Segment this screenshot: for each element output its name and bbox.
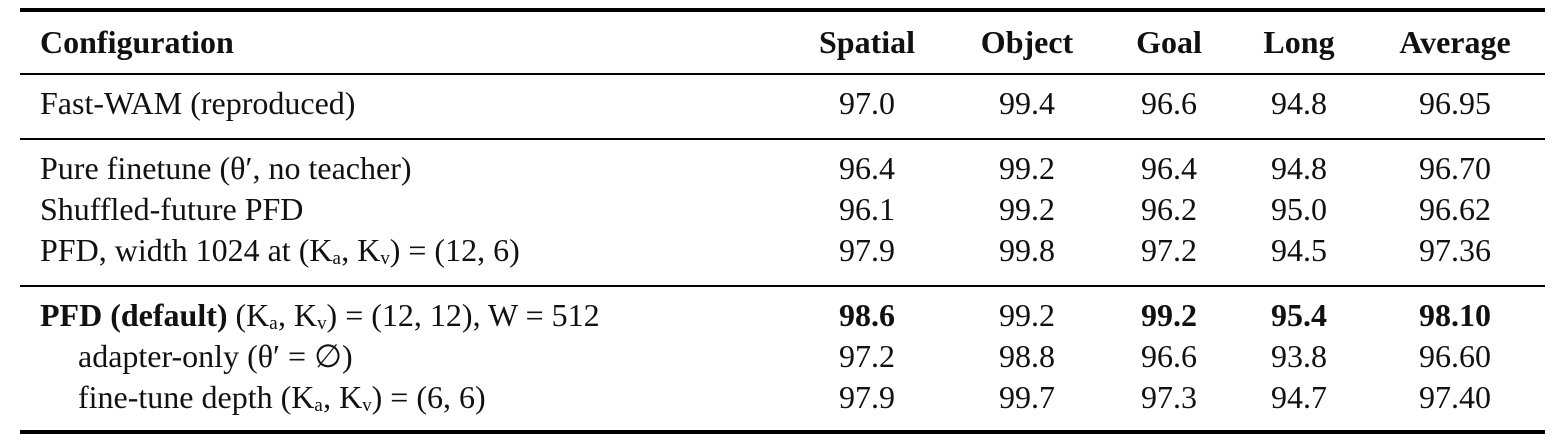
config-label: PFD, width 1024 at (Kₐ, Kᵥ) = (12, 6) <box>40 232 520 268</box>
config-label: adapter-only (θ′ = ∅) <box>78 338 353 374</box>
group-rule <box>20 138 1545 140</box>
value-cell: 96.4 <box>839 150 895 186</box>
value-cell: 96.95 <box>1419 85 1491 121</box>
value-cell: 98.6 <box>839 297 895 333</box>
value-cell: 96.1 <box>839 191 895 227</box>
value-cell: 94.8 <box>1271 150 1327 186</box>
value-cell: 93.8 <box>1271 338 1327 374</box>
value-cell: 97.40 <box>1419 379 1491 415</box>
header-cell: Spatial <box>818 24 916 60</box>
header-rule <box>20 73 1545 75</box>
value-cell: 99.4 <box>999 85 1055 121</box>
value-cell: 97.9 <box>839 379 895 415</box>
value-cell: 97.36 <box>1419 232 1491 268</box>
group-rule <box>20 285 1545 287</box>
value-cell: 94.8 <box>1271 85 1327 121</box>
value-cell: 99.2 <box>1141 297 1197 333</box>
value-cell: 96.4 <box>1141 150 1197 186</box>
value-cell: 99.2 <box>999 297 1055 333</box>
value-cell: 96.6 <box>1141 85 1197 121</box>
value-cell: 97.9 <box>839 232 895 268</box>
config-label: Shuffled-future PFD <box>40 191 304 227</box>
config-label: fine-tune depth (Kₐ, Kᵥ) = (6, 6) <box>78 379 486 415</box>
header-cell: Goal <box>1136 24 1202 60</box>
header-cell: Configuration <box>40 24 234 60</box>
value-cell: 96.60 <box>1419 338 1491 374</box>
config-bold: PFD (default) <box>40 297 228 333</box>
value-cell: 96.70 <box>1419 150 1491 186</box>
value-cell: 94.7 <box>1271 379 1327 415</box>
config-label: Fast-WAM (reproduced) <box>40 85 356 121</box>
value-cell: 97.2 <box>839 338 895 374</box>
config-label: Pure finetune (θ′, no teacher) <box>40 150 412 186</box>
value-cell: 97.3 <box>1141 379 1197 415</box>
config-label: (Kₐ, Kᵥ) = (12, 12), W = 512 <box>235 297 600 333</box>
value-cell: 96.2 <box>1141 191 1197 227</box>
value-cell: 97.2 <box>1141 232 1197 268</box>
value-cell: 94.5 <box>1271 232 1327 268</box>
value-cell: 99.2 <box>999 150 1055 186</box>
header-cell: Long <box>1263 24 1335 60</box>
value-cell: 99.8 <box>999 232 1055 268</box>
value-cell: 99.7 <box>999 379 1055 415</box>
value-cell: 96.62 <box>1419 191 1491 227</box>
top-rule <box>20 8 1545 12</box>
value-cell: 96.6 <box>1141 338 1197 374</box>
bottom-rule <box>20 430 1545 434</box>
value-cell: 95.0 <box>1271 191 1327 227</box>
header-cell: Average <box>1399 24 1511 60</box>
value-cell: 98.8 <box>999 338 1055 374</box>
value-cell: 99.2 <box>999 191 1055 227</box>
header-cell: Object <box>980 24 1074 60</box>
value-cell: 95.4 <box>1271 297 1327 333</box>
value-cell: 98.10 <box>1419 297 1491 333</box>
value-cell: 97.0 <box>839 85 895 121</box>
